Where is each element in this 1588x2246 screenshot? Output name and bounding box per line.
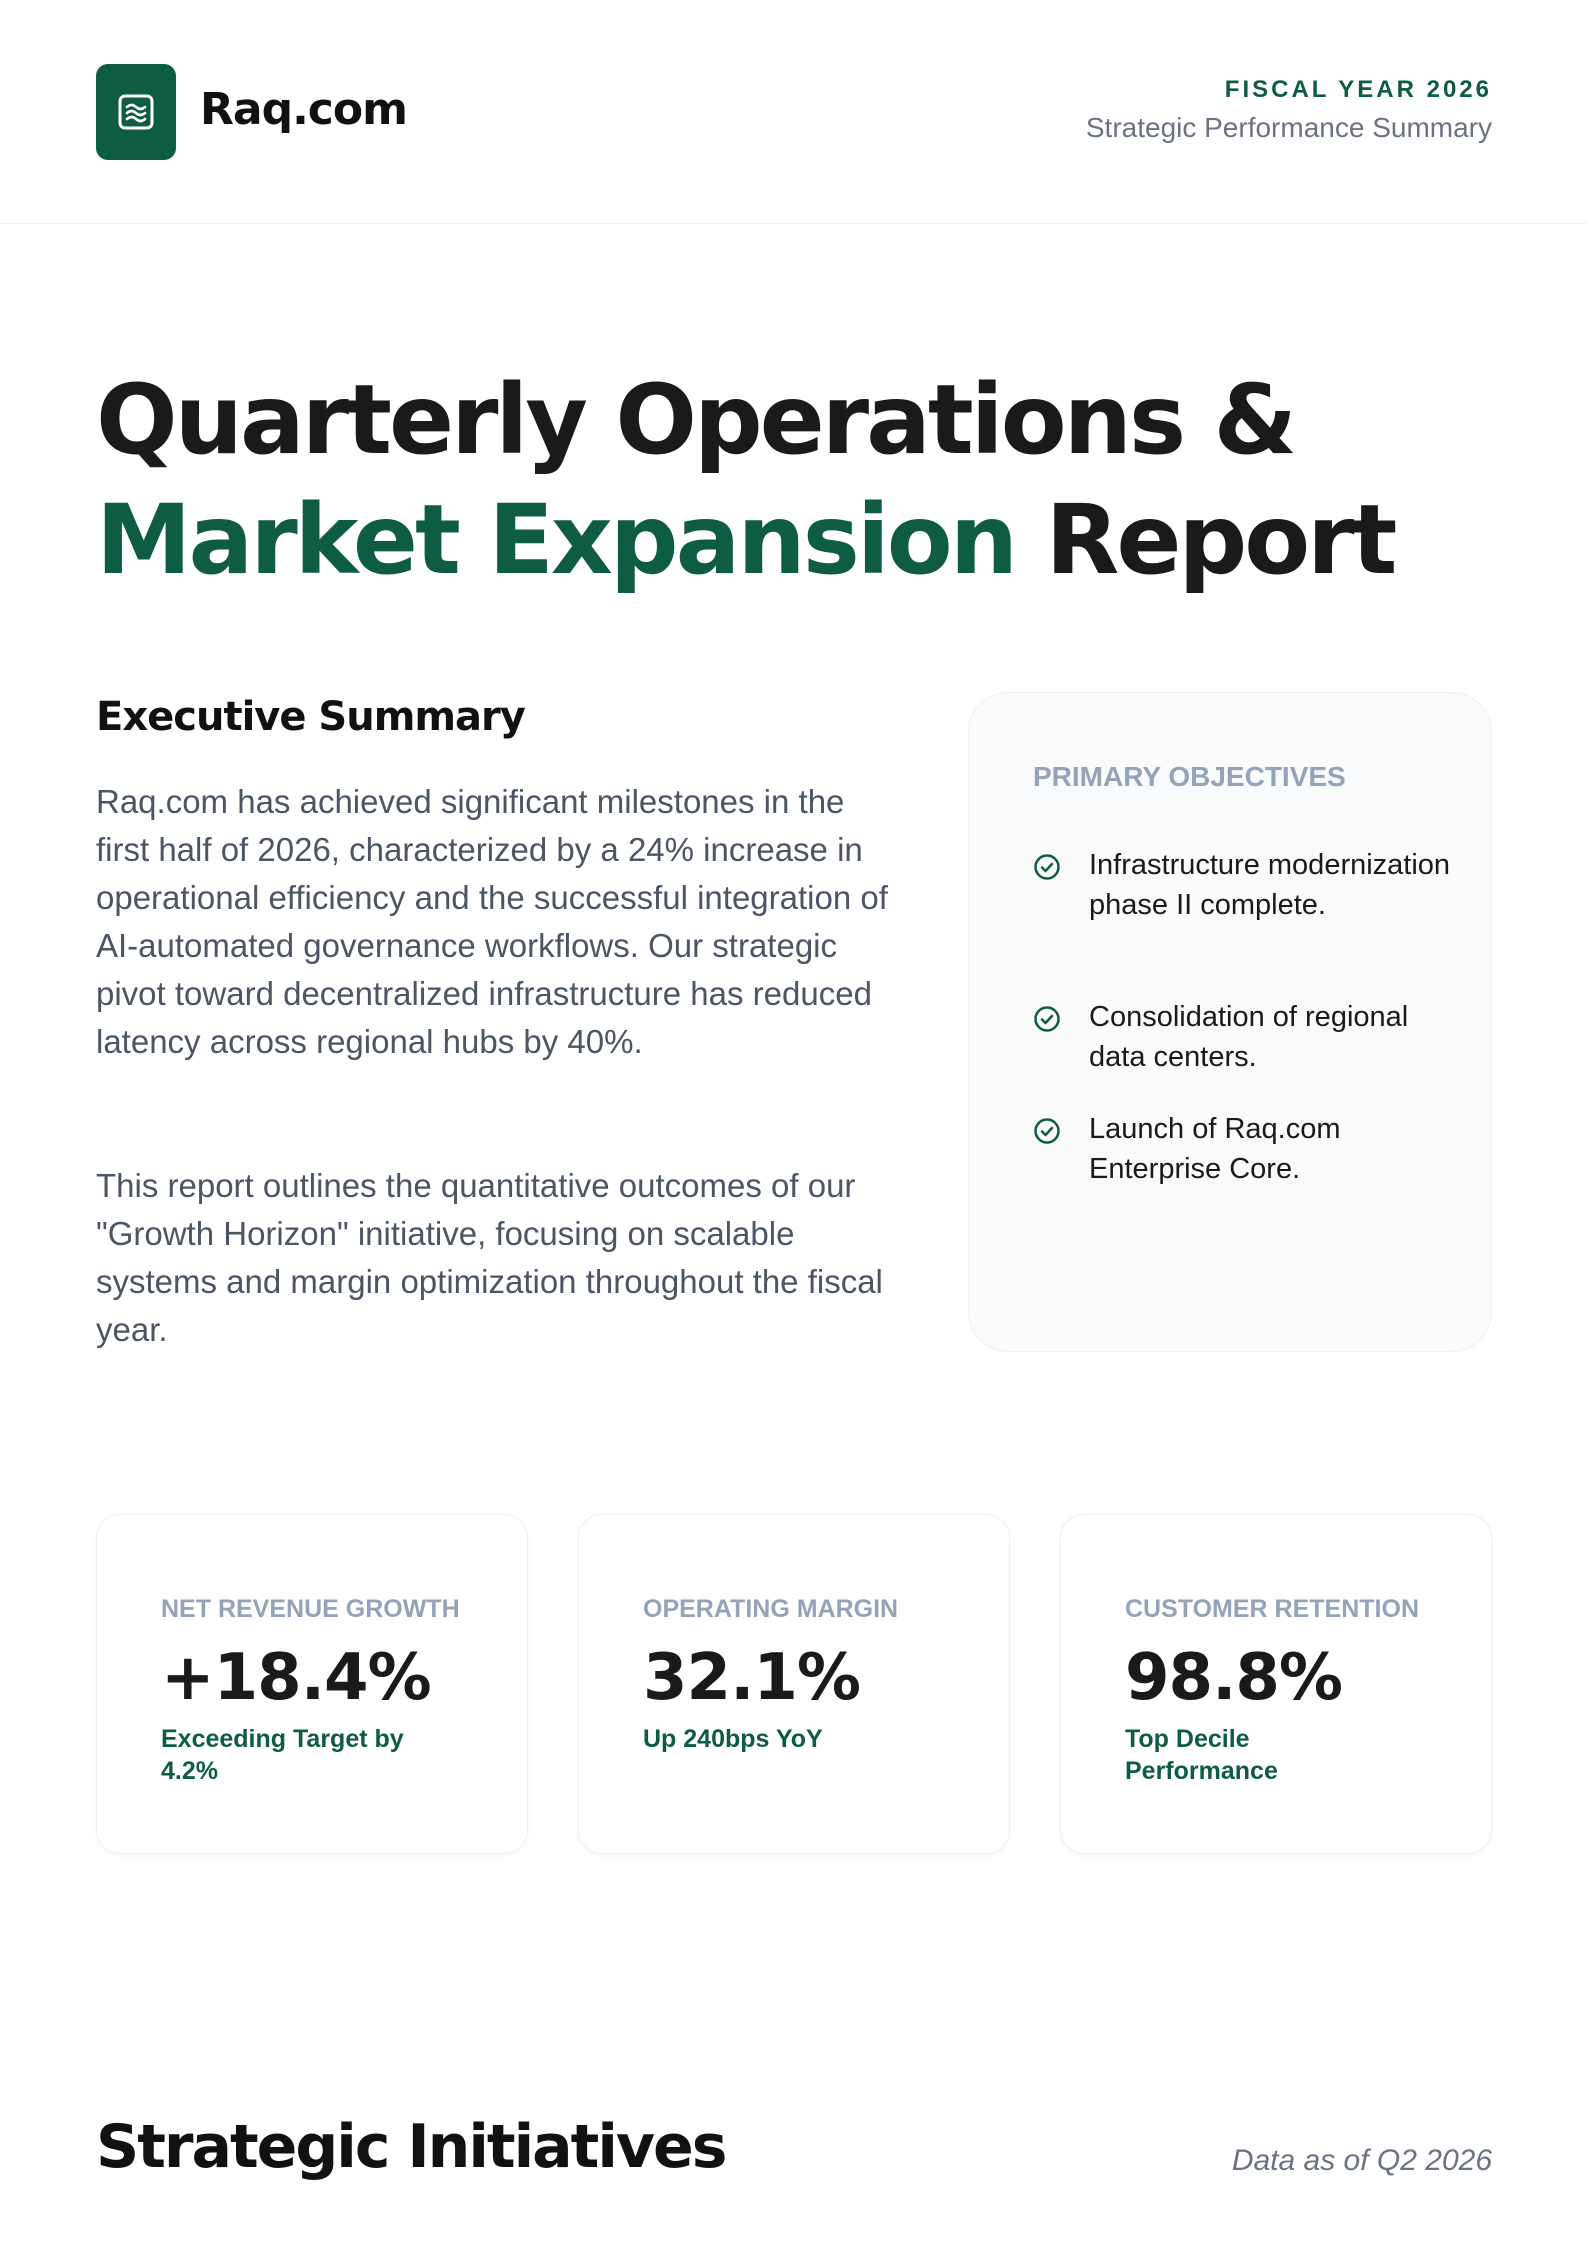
executive-summary-paragraph-1: Raq.com has achieved significant milesto…: [96, 783, 888, 1060]
metric-value: +18.4%: [161, 1641, 432, 1715]
title-line-1: Quarterly Operations &: [96, 364, 1297, 476]
metric-note: Top Decile Performance: [1125, 1725, 1278, 1785]
title-line-2: Market Expansion Report: [96, 480, 1397, 600]
metric-note: Exceeding Target by 4.2%: [161, 1725, 404, 1785]
title-accent: Market Expansion: [96, 484, 1018, 596]
report-title: Quarterly Operations & Market Expansion …: [96, 360, 1397, 600]
executive-summary-heading: Executive Summary: [96, 694, 526, 740]
logo-badge: [96, 64, 176, 160]
primary-objectives-card: PRIMARY OBJECTIVES Infrastructure modern…: [968, 692, 1492, 1352]
metric-value: 98.8%: [1125, 1641, 1343, 1715]
objective-text: Launch of Raq.com Enterprise Core.: [1089, 1113, 1341, 1185]
objective-item: Launch of Raq.com Enterprise Core.: [1033, 1109, 1453, 1199]
header-subtitle: Strategic Performance Summary: [1085, 112, 1492, 143]
objective-item: Infrastructure modernization phase II co…: [1033, 845, 1453, 975]
check-circle-icon: [1034, 1118, 1060, 1144]
objective-text: Consolidation of regional data centers.: [1089, 1001, 1409, 1073]
check-circle-icon: [1034, 1006, 1060, 1032]
executive-summary-paragraph-2: This report outlines the quantitative ou…: [96, 1167, 883, 1348]
fiscal-year-label: FISCAL YEAR 2026: [1224, 76, 1492, 103]
check-circle-icon: [1034, 854, 1060, 880]
metric-value: 32.1%: [643, 1641, 861, 1715]
page-header: Raq.com FISCAL YEAR 2026 Strategic Perfo…: [0, 0, 1588, 224]
metric-label: CUSTOMER RETENTION: [1125, 1595, 1419, 1623]
metric-card-retention: CUSTOMER RETENTION 98.8% Top Decile Perf…: [1060, 1514, 1492, 1854]
metric-card-revenue: NET REVENUE GROWTH +18.4% Exceeding Targ…: [96, 1514, 528, 1854]
logo-text: Raq.com: [200, 84, 408, 135]
metric-note: Up 240bps YoY: [643, 1725, 823, 1753]
objective-text: Infrastructure modernization phase II co…: [1089, 849, 1451, 921]
data-as-of-label: Data as of Q2 2026: [1231, 2144, 1492, 2177]
waves-icon: [118, 94, 154, 130]
strategic-initiatives-heading: Strategic Initiatives: [96, 2112, 727, 2182]
title-rest: Report: [1015, 484, 1397, 596]
objectives-title: PRIMARY OBJECTIVES: [1033, 761, 1346, 792]
objective-item: Consolidation of regional data centers.: [1033, 997, 1453, 1087]
metric-label: OPERATING MARGIN: [643, 1595, 899, 1623]
metric-label: NET REVENUE GROWTH: [161, 1595, 460, 1623]
metric-card-margin: OPERATING MARGIN 32.1% Up 240bps YoY: [578, 1514, 1010, 1854]
